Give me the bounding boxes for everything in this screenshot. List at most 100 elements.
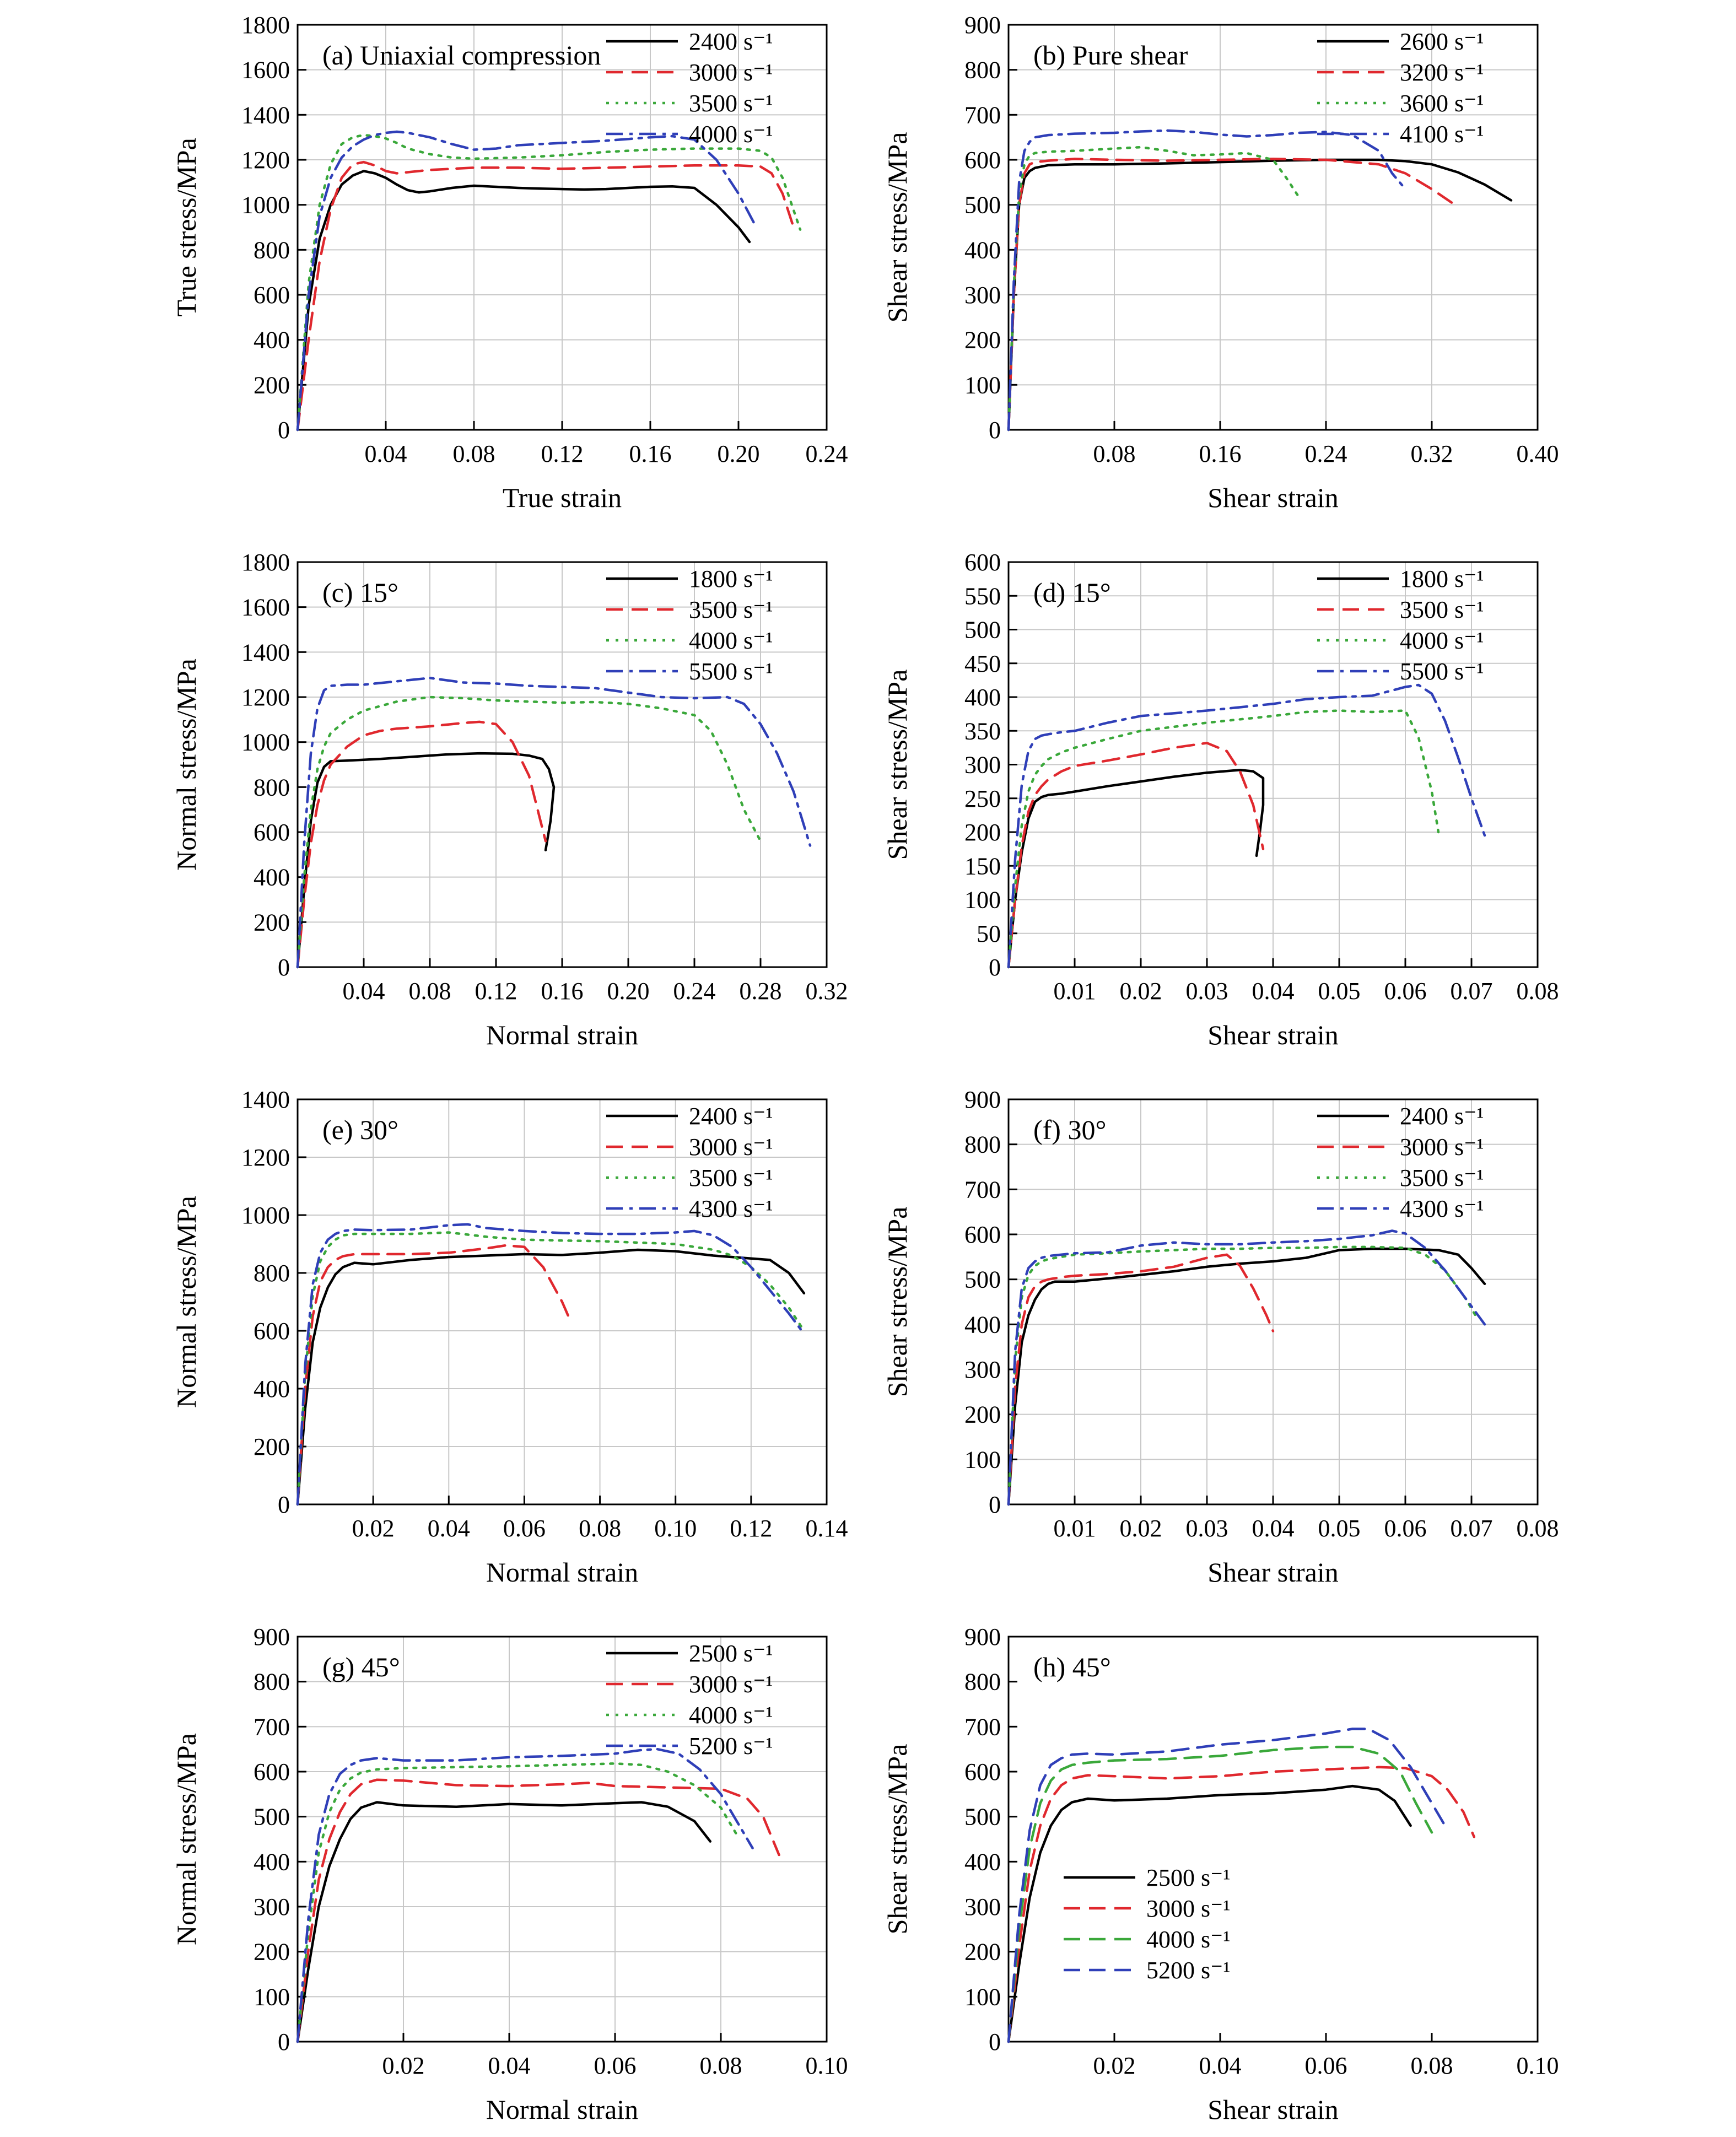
series-line-2 <box>296 1244 571 1506</box>
legend-label: 4000 s⁻¹ <box>689 121 773 148</box>
y-tick-label: 800 <box>964 57 1001 84</box>
y-tick-label: 200 <box>964 819 1001 846</box>
y-tick-label: 700 <box>964 1176 1001 1203</box>
x-tick-label: 0.01 <box>1054 1515 1096 1542</box>
legend: 2600 s⁻¹ 3200 s⁻¹ 3600 s⁻¹ 4100 s⁻¹ <box>1317 28 1484 148</box>
series-line-1 <box>296 1801 712 2043</box>
x-tick-label: 0.03 <box>1186 978 1228 1005</box>
x-tick-label: 0.04 <box>1252 1515 1295 1542</box>
y-tick-label: 200 <box>964 327 1001 354</box>
legend-label: 4000 s⁻¹ <box>1400 627 1484 654</box>
y-tick-label: 900 <box>964 12 1001 39</box>
x-tick-label: 0.04 <box>1199 2052 1242 2079</box>
chart-panel-3: 0.04 0.08 0.12 0.16 0.20 0.24 0.28 0.32 0 200 400 6… <box>171 549 848 1050</box>
x-tick-label: 0.01 <box>1054 978 1096 1005</box>
y-axis-title: Normal stress/MPa <box>171 659 202 871</box>
x-tick-label: 0.06 <box>1384 1515 1427 1542</box>
x-tick-label: 0.08 <box>579 1515 621 1542</box>
legend-label: 5500 s⁻¹ <box>689 658 773 685</box>
y-tick-label: 1000 <box>241 1202 290 1229</box>
series-line-1 <box>1007 1247 1486 1506</box>
y-tick-label: 800 <box>254 774 290 801</box>
y-tick-label: 400 <box>964 684 1001 711</box>
chart-panel-4: 0.01 0.02 0.03 0.04 0.05 0.06 0.07 0.08 0 50 100 15… <box>882 549 1559 1050</box>
series-line-1 <box>296 1248 806 1506</box>
panel-label: (h) 45° <box>1033 1652 1111 1682</box>
y-tick-label: 400 <box>254 327 290 354</box>
legend-label: 5200 s⁻¹ <box>1146 1957 1231 1984</box>
x-tick-label: 0.32 <box>806 978 848 1005</box>
series-line-3 <box>296 1762 738 2043</box>
legend-label: 3000 s⁻¹ <box>689 59 773 86</box>
x-tick-label: 0.02 <box>1120 1515 1162 1542</box>
plot-frame <box>1007 24 1539 431</box>
y-tick-label: 600 <box>964 1221 1001 1248</box>
x-tick-label: 0.04 <box>343 978 385 1005</box>
x-tick-label: 0.04 <box>428 1515 470 1542</box>
x-axis-title: Normal strain <box>486 1019 638 1050</box>
panel-label: (d) 15° <box>1033 577 1111 608</box>
legend-label: 2400 s⁻¹ <box>1400 1103 1484 1130</box>
legend: 2400 s⁻¹ 3000 s⁻¹ 3500 s⁻¹ 4000 s⁻¹ <box>606 28 773 148</box>
y-tick-label: 200 <box>254 909 290 936</box>
chart-panel-2: 0.08 0.16 0.24 0.32 0.40 0 100 200 300 400 500 600 7… <box>882 12 1559 513</box>
series-line-2 <box>1007 1766 1476 2043</box>
legend-label: 3500 s⁻¹ <box>1400 596 1484 623</box>
x-tick-label: 0.02 <box>1120 978 1162 1005</box>
y-tick-label: 200 <box>254 1939 290 1966</box>
y-tick-label: 50 <box>977 920 1001 947</box>
y-tick-label: 0 <box>278 2028 290 2055</box>
y-tick-label: 100 <box>964 1983 1001 2010</box>
series-line-4 <box>1007 683 1486 969</box>
x-tick-label: 0.16 <box>1199 440 1242 467</box>
y-tick-label: 200 <box>964 1939 1001 1966</box>
x-tick-label: 0.04 <box>365 440 407 467</box>
legend-label: 4000 s⁻¹ <box>1146 1926 1231 1953</box>
y-tick-label: 900 <box>964 1623 1001 1650</box>
y-tick-label: 400 <box>964 1311 1001 1338</box>
legend-label: 2500 s⁻¹ <box>1146 1864 1231 1891</box>
series-line-3 <box>296 695 762 969</box>
chart-panel-1: 0.04 0.08 0.12 0.16 0.20 0.24 0 200 400 600 800 100… <box>171 12 848 513</box>
y-tick-label: 1400 <box>241 1086 290 1113</box>
x-tick-label: 0.02 <box>382 2052 425 2079</box>
legend: 2500 s⁻¹ 3000 s⁻¹ 4000 s⁻¹ 5200 s⁻¹ <box>1064 1864 1231 1984</box>
plot-frame <box>296 1098 828 1505</box>
series-line-4 <box>1007 1229 1486 1506</box>
x-tick-label: 0.28 <box>740 978 782 1005</box>
x-tick-label: 0.16 <box>541 978 584 1005</box>
panel-label: (a) Uniaxial compression <box>322 40 601 71</box>
legend-label: 3500 s⁻¹ <box>689 596 773 623</box>
y-tick-label: 600 <box>964 147 1001 174</box>
x-tick-label: 0.10 <box>1517 2052 1559 2079</box>
y-tick-label: 700 <box>964 101 1001 128</box>
legend-label: 4100 s⁻¹ <box>1400 121 1484 148</box>
legend-label: 5200 s⁻¹ <box>689 1733 773 1760</box>
legend-label: 3000 s⁻¹ <box>1400 1134 1484 1161</box>
panel-label: (g) 45° <box>322 1652 400 1682</box>
series-line-1 <box>1007 1784 1412 2043</box>
plot-frame <box>296 1636 828 2043</box>
chart-panel-6: 0.01 0.02 0.03 0.04 0.05 0.06 0.07 0.08 0 100 200 3… <box>882 1086 1559 1588</box>
y-tick-label: 600 <box>964 549 1001 576</box>
x-tick-label: 0.08 <box>453 440 495 467</box>
x-tick-label: 0.16 <box>629 440 672 467</box>
chart-panel-7: 0.02 0.04 0.06 0.08 0.10 0 100 200 300 400 500 600 7… <box>171 1623 848 2125</box>
series-line-3 <box>1007 145 1301 431</box>
x-axis-title: Normal strain <box>486 1557 638 1588</box>
y-tick-label: 400 <box>964 1848 1001 1875</box>
x-tick-label: 0.06 <box>1384 978 1427 1005</box>
y-tick-label: 1200 <box>241 147 290 174</box>
x-axis-title: True strain <box>503 482 622 513</box>
y-tick-label: 600 <box>964 1758 1001 1785</box>
y-tick-label: 0 <box>278 954 290 981</box>
y-tick-label: 900 <box>254 1623 290 1650</box>
y-tick-label: 0 <box>989 1491 1001 1518</box>
series-line-1 <box>296 752 556 969</box>
y-tick-label: 300 <box>254 1893 290 1920</box>
x-tick-label: 0.12 <box>730 1515 772 1542</box>
x-tick-label: 0.08 <box>409 978 451 1005</box>
y-tick-label: 1800 <box>241 549 290 576</box>
x-tick-label: 0.12 <box>475 978 517 1005</box>
x-tick-label: 0.08 <box>1093 440 1136 467</box>
